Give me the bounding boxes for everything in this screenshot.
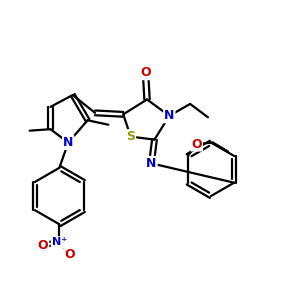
Text: N⁺: N⁺ xyxy=(52,237,67,247)
Text: S: S xyxy=(126,130,135,143)
Text: O: O xyxy=(64,248,75,260)
Text: N: N xyxy=(63,136,74,149)
Text: N: N xyxy=(164,109,175,122)
Text: O: O xyxy=(191,138,202,151)
Text: N: N xyxy=(146,157,157,170)
Text: O: O xyxy=(38,238,48,252)
Text: O: O xyxy=(140,66,151,79)
